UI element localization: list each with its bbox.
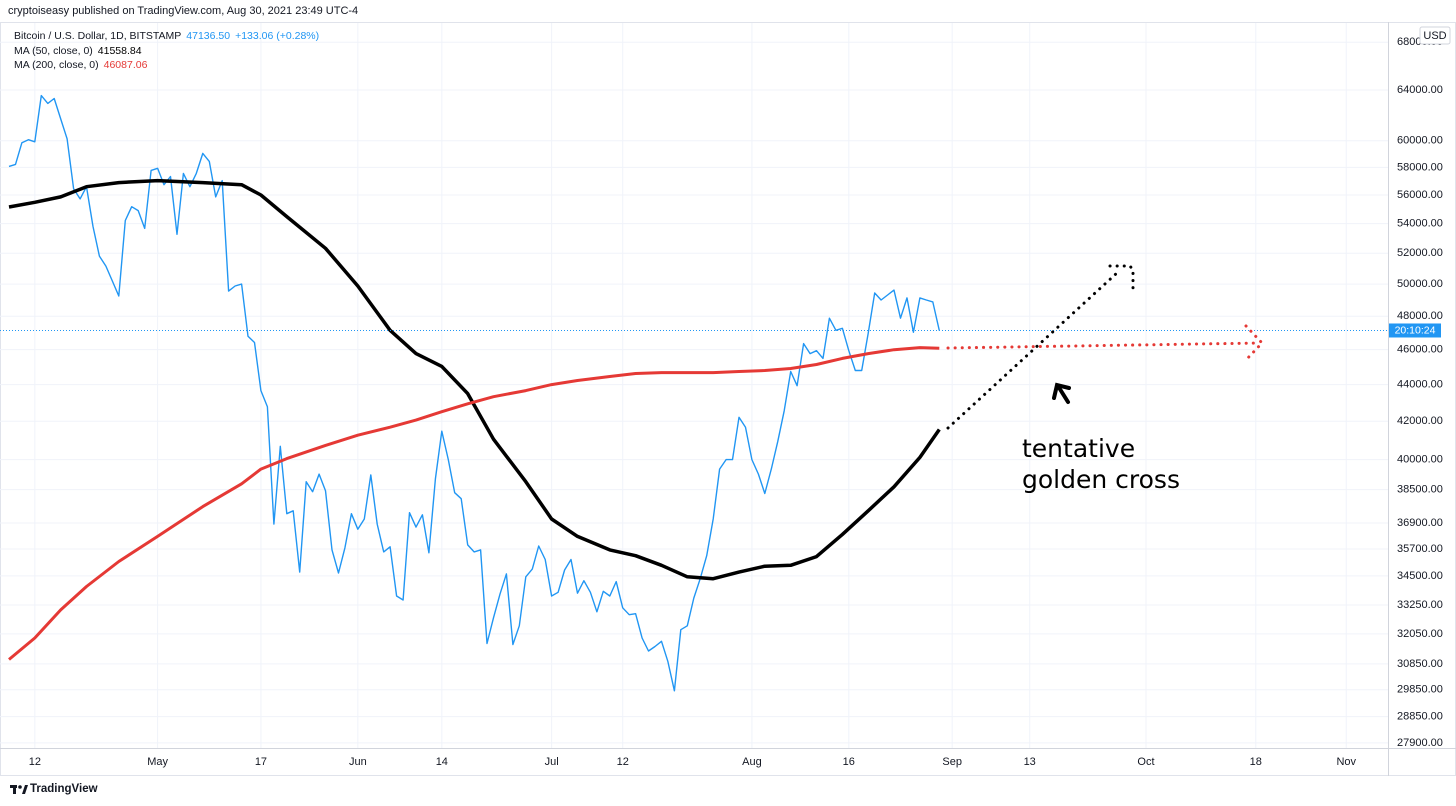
y-tick-label: 64000.00	[1397, 84, 1443, 96]
y-tick-label: 44000.00	[1397, 379, 1443, 391]
annotation-line: tentative	[1022, 434, 1136, 463]
x-tick-label: May	[147, 756, 168, 768]
x-tick-label: 13	[1024, 756, 1036, 768]
x-tick-label: 12	[29, 756, 41, 768]
publish-header: cryptoiseasy published on TradingView.co…	[8, 5, 359, 17]
legend-value: 46087.06	[103, 59, 148, 71]
projection-ma200	[946, 324, 1265, 362]
y-tick-label: 35700.00	[1397, 543, 1443, 555]
y-tick-label: 60000.00	[1397, 135, 1443, 147]
footer-brand: TradingView	[30, 783, 98, 795]
legend-change: +133.06 (+0.28%)	[235, 30, 320, 42]
y-tick-label: 36900.00	[1397, 517, 1443, 529]
legend-row: Bitcoin / U.S. Dollar, 1D, BITSTAMP 47136…	[14, 29, 324, 44]
y-tick-label: 29850.00	[1397, 684, 1443, 696]
legend-name: Bitcoin / U.S. Dollar, 1D, BITSTAMP	[14, 30, 182, 42]
legend-value: 47136.50	[186, 30, 231, 42]
currency-box	[1419, 26, 1451, 45]
x-tick-label: Jun	[349, 756, 367, 768]
y-tick-label: 52000.00	[1397, 247, 1443, 259]
series-line	[8, 178, 941, 581]
y-tick-label: 58000.00	[1397, 161, 1443, 173]
axes: 68000.0064000.0060000.0058000.0056000.00…	[29, 36, 1443, 768]
projection-line	[946, 270, 1120, 430]
x-tick-label: 18	[1250, 756, 1262, 768]
y-tick-label: 46000.00	[1397, 344, 1443, 356]
legend-name: MA (50, close, 0)	[14, 44, 93, 57]
y-tick-label: 32050.00	[1397, 628, 1443, 640]
plot	[0, 94, 1388, 692]
annotation: tentative golden cross	[1022, 433, 1282, 495]
y-tick-label: 42000.00	[1397, 415, 1443, 427]
y-tick-label: 48000.00	[1397, 310, 1443, 322]
legend-row: MA (200, close, 0) 46087.06	[14, 58, 324, 73]
logo-part	[22, 785, 28, 794]
y-tick-label: 28850.00	[1397, 710, 1443, 722]
logo-part	[13, 785, 16, 794]
x-tick-label: Sep	[942, 756, 962, 768]
cross-arrow	[1052, 382, 1071, 404]
countdown-label: 20:10:24	[1395, 324, 1436, 336]
x-tick-label: 16	[843, 756, 855, 768]
logo-part	[18, 785, 22, 789]
y-tick-label: 56000.00	[1397, 189, 1443, 201]
legend-value: 41558.84	[97, 44, 142, 57]
projection-ma50	[946, 264, 1135, 430]
projection-line	[946, 341, 1262, 350]
x-tick-label: 14	[436, 756, 448, 768]
annotation-line: golden cross	[1022, 465, 1180, 494]
legend: Bitcoin / U.S. Dollar, 1D, BITSTAMP 47136…	[14, 29, 324, 73]
y-tick-label: 38500.00	[1397, 484, 1443, 496]
series-line	[8, 346, 940, 661]
series-line	[8, 94, 940, 692]
projection-arrowhead	[1108, 264, 1135, 294]
y-tick-label: 50000.00	[1397, 278, 1443, 290]
x-tick-label: Oct	[1137, 756, 1154, 768]
x-tick-label: Jul	[545, 756, 559, 768]
chart-frame	[0, 22, 1456, 776]
arrow-shaft	[1056, 384, 1070, 404]
x-tick-label: 17	[255, 756, 267, 768]
legend-row: MA (50, close, 0) 41558.84	[14, 44, 324, 59]
grid	[0, 23, 1388, 748]
x-tick-label: Aug	[742, 756, 762, 768]
y-tick-label: 30850.00	[1397, 658, 1443, 670]
x-tick-label: Nov	[1336, 756, 1356, 768]
legend-name: MA (200, close, 0)	[14, 59, 99, 71]
y-tick-label: 40000.00	[1397, 454, 1443, 466]
y-tick-label: 27900.00	[1397, 737, 1443, 749]
currency-label: USD	[1423, 30, 1446, 42]
arrow-head	[1052, 382, 1071, 400]
y-tick-label: 34500.00	[1397, 570, 1443, 582]
x-tick-label: 12	[617, 756, 629, 768]
tv-logo	[10, 785, 28, 794]
y-tick-label: 33250.00	[1397, 599, 1443, 611]
y-tick-label: 54000.00	[1397, 217, 1443, 229]
price-tag	[1389, 323, 1441, 338]
projection-arrowhead	[1244, 324, 1265, 362]
